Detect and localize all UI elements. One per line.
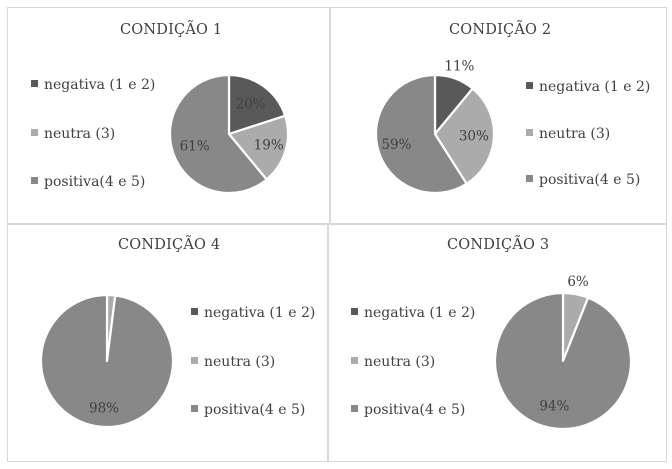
chart-panel-2: CONDIÇÃO 2 11% 30% 59% negativa (1 e 2) ne… — [330, 7, 667, 224]
legend-swatch-negativa — [31, 80, 38, 87]
legend-label: negativa (1 e 2) — [44, 77, 156, 93]
slice-positiva — [374, 73, 468, 195]
slice-neutra — [433, 87, 496, 185]
legend-item-negativa: negativa (1 e 2) — [31, 77, 155, 93]
slice-positiva — [168, 73, 268, 195]
slice-positiva — [493, 291, 633, 431]
legend-label: positiva(4 e 5) — [364, 402, 466, 418]
legend-label: neutra (3) — [364, 354, 436, 370]
legend-swatch-negativa — [351, 308, 358, 315]
legend-swatch-positiva — [191, 405, 198, 412]
legend-item-positiva: positiva(4 e 5) — [351, 402, 465, 418]
pie-chart-condicao-2: 11% 30% 59% — [374, 58, 496, 195]
legend-label: neutra (3) — [539, 126, 611, 142]
chart-panel-4: CONDIÇÃO 4 98% negativa (1 e 2) neutra (… — [7, 224, 328, 462]
legend-swatch-neutra — [191, 357, 198, 364]
legend-label: negativa (1 e 2) — [364, 305, 476, 321]
legend-item-positiva: positiva(4 e 5) — [191, 402, 305, 418]
legend-item-positiva: positiva(4 e 5) — [526, 172, 640, 188]
chart-title: CONDIÇÃO 1 — [120, 22, 223, 38]
legend-swatch-negativa — [191, 308, 198, 315]
legend-swatch-negativa — [526, 82, 533, 89]
data-label: 6% — [567, 274, 589, 290]
data-label: 11% — [444, 58, 474, 74]
data-label: 59% — [381, 137, 411, 153]
chart-panel-1: CONDIÇÃO 1 negativa (1 e 2) neutra (3) p… — [7, 7, 330, 224]
chart-panel-3: CONDIÇÃO 3 negativa (1 e 2) neutra (3) p… — [328, 224, 667, 462]
legend-swatch-neutra — [526, 129, 533, 136]
pie-chart-condicao-1: 20% 19% 61% — [168, 73, 290, 195]
legend-label: positiva(4 e 5) — [44, 174, 146, 190]
legend-label: neutra (3) — [204, 354, 276, 370]
legend-swatch-neutra — [31, 129, 38, 136]
legend-label: negativa (1 e 2) — [539, 79, 651, 95]
pie-chart-condicao-3: 6% 94% — [493, 274, 633, 431]
data-label: 20% — [235, 96, 265, 112]
chart-title: CONDIÇÃO 3 — [447, 237, 550, 253]
legend-item-negativa: negativa (1 e 2) — [351, 305, 475, 321]
data-label: 30% — [459, 128, 489, 144]
data-label: 19% — [254, 138, 284, 154]
data-label: 61% — [180, 138, 210, 154]
legend-swatch-positiva — [31, 177, 38, 184]
legend-item-neutra: neutra (3) — [31, 126, 115, 142]
legend-swatch-positiva — [351, 405, 358, 412]
data-label: 98% — [89, 400, 119, 416]
data-label: 94% — [539, 398, 569, 414]
chart-title: CONDIÇÃO 2 — [449, 22, 552, 38]
slice-neutra — [227, 114, 290, 181]
legend-item-neutra: neutra (3) — [351, 354, 435, 370]
pie-chart-condicao-4: 98% — [39, 293, 175, 429]
legend-swatch-positiva — [526, 175, 533, 182]
legend-item-negativa: negativa (1 e 2) — [191, 305, 315, 321]
legend-item-negativa: negativa (1 e 2) — [526, 79, 650, 95]
legend-item-positiva: positiva(4 e 5) — [31, 174, 145, 190]
legend-item-neutra: neutra (3) — [191, 354, 275, 370]
legend-label: neutra (3) — [44, 126, 116, 142]
legend-label: positiva(4 e 5) — [539, 172, 641, 188]
slice-positiva — [39, 293, 175, 429]
legend-label: positiva(4 e 5) — [204, 402, 306, 418]
chart-title: CONDIÇÃO 4 — [118, 237, 221, 253]
legend-item-neutra: neutra (3) — [526, 126, 610, 142]
legend-label: negativa (1 e 2) — [204, 305, 316, 321]
legend-swatch-neutra — [351, 357, 358, 364]
